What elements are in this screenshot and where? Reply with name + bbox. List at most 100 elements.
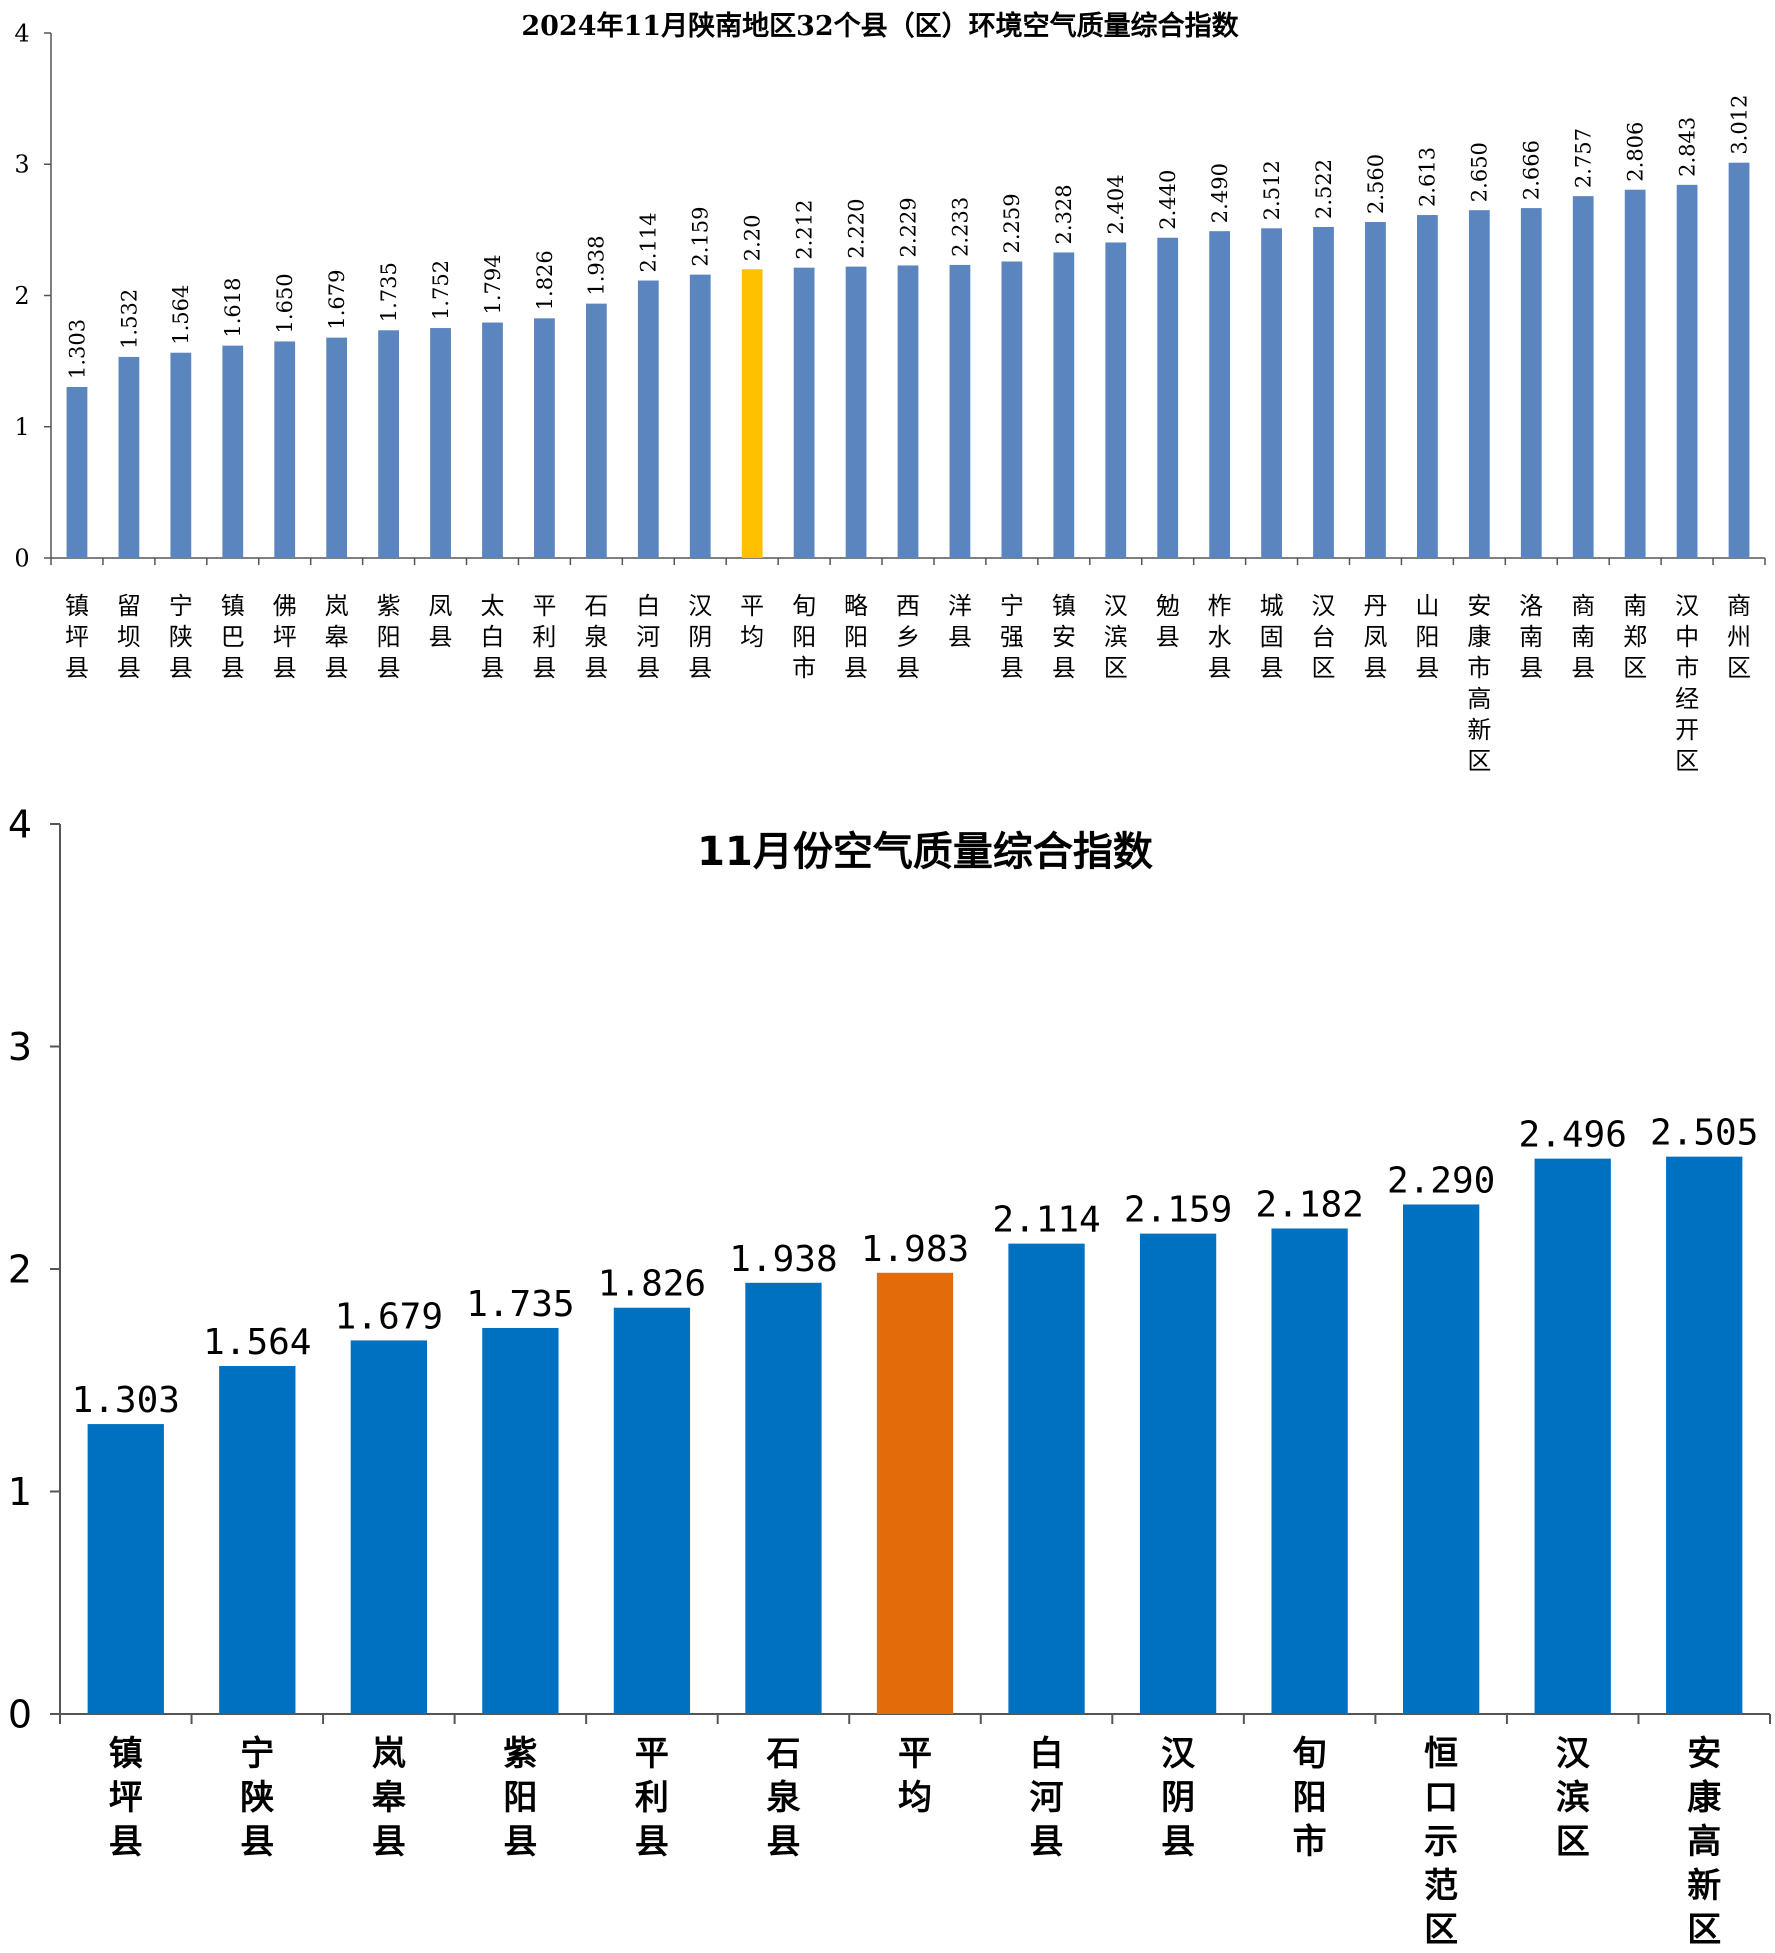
data-label: 3.012 <box>1727 95 1751 155</box>
x-category-label: 石泉县 <box>765 1734 800 1862</box>
x-category-label: 白河县 <box>636 592 660 682</box>
chart-title: 11月份空气质量综合指数 <box>697 829 1153 875</box>
data-label: 2.229 <box>896 197 920 257</box>
bar <box>1676 184 1698 558</box>
x-category-label: 西乡县 <box>896 592 920 682</box>
x-category-label: 紫阳县 <box>377 592 401 682</box>
data-label: 2.114 <box>637 212 661 272</box>
x-category-label: 佛坪县 <box>273 592 297 682</box>
bar <box>430 328 451 558</box>
bar <box>87 1424 164 1714</box>
bar <box>1520 208 1542 558</box>
y-tick-label: 1 <box>8 1470 32 1514</box>
y-tick-label: 4 <box>14 19 29 47</box>
x-category-label: 恒口示范区 <box>1424 1734 1458 1950</box>
x-category-label: 旬阳市 <box>792 592 816 682</box>
x-category-label: 汉阴县 <box>688 592 712 682</box>
bar <box>1053 252 1075 558</box>
x-category-label: 凤县 <box>429 592 453 651</box>
bar <box>219 1366 296 1714</box>
data-label: 2.159 <box>1124 1190 1232 1231</box>
x-category-label: 紫阳县 <box>503 1734 537 1862</box>
x-category-label: 旬阳市 <box>1293 1734 1327 1862</box>
data-label: 1.303 <box>72 1380 180 1421</box>
bar <box>1728 162 1750 559</box>
bar <box>118 356 140 558</box>
data-label: 1.938 <box>729 1239 837 1280</box>
data-label: 1.564 <box>169 285 193 345</box>
x-category-label: 城固县 <box>1260 592 1284 682</box>
data-label: 1.679 <box>335 1296 443 1337</box>
x-category-label: 镇坪县 <box>109 1734 143 1862</box>
data-label: 1.752 <box>429 260 453 320</box>
data-label: 2.404 <box>1104 174 1128 234</box>
bar <box>274 341 296 558</box>
data-label: 2.159 <box>689 207 713 267</box>
x-category-label: 镇巴县 <box>221 592 245 682</box>
y-tick-label: 3 <box>8 1025 32 1069</box>
bar <box>1105 242 1127 558</box>
x-category-label: 宁陕县 <box>169 592 193 682</box>
data-label: 2.806 <box>1624 122 1648 182</box>
data-label: 2.496 <box>1519 1115 1627 1156</box>
bar <box>350 1340 427 1714</box>
data-label: 2.512 <box>1260 160 1284 220</box>
x-category-label: 洋县 <box>948 592 972 651</box>
data-label: 1.650 <box>273 273 297 333</box>
data-label: 2.650 <box>1468 142 1492 202</box>
data-label: 2.212 <box>792 200 816 260</box>
bar <box>1001 261 1023 558</box>
x-category-label: 留坝县 <box>117 592 141 682</box>
bar <box>1313 226 1334 559</box>
bar <box>897 265 919 558</box>
x-category-label: 宁陕县 <box>240 1734 274 1862</box>
bar <box>745 1282 822 1714</box>
data-label: 2.290 <box>1387 1160 1495 1201</box>
bar <box>1365 222 1386 558</box>
x-category-label: 汉滨区 <box>1104 592 1128 682</box>
data-label: 2.522 <box>1312 159 1336 219</box>
bar <box>689 274 711 558</box>
bar <box>1534 1158 1611 1714</box>
x-category-label: 商州区 <box>1727 592 1751 682</box>
x-category-label: 镇安县 <box>1052 592 1076 682</box>
bar <box>1572 196 1594 559</box>
bar <box>1139 1233 1217 1714</box>
bar <box>1157 237 1179 558</box>
bar <box>1261 228 1282 559</box>
bar <box>1209 231 1231 558</box>
data-label: 1.983 <box>861 1229 969 1270</box>
x-category-label: 安康市高新区 <box>1467 592 1491 775</box>
bar <box>482 1327 559 1714</box>
data-label: 2.666 <box>1520 140 1544 200</box>
data-label: 1.794 <box>481 254 505 314</box>
data-label: 2.114 <box>992 1200 1100 1241</box>
y-tick-label: 1 <box>14 413 29 441</box>
bar <box>66 386 88 558</box>
x-category-label: 平均 <box>740 592 764 651</box>
x-category-label: 宁强县 <box>1000 592 1024 682</box>
data-label: 2.560 <box>1364 154 1388 214</box>
data-label: 2.505 <box>1650 1113 1758 1154</box>
x-category-label: 汉阴县 <box>1161 1734 1196 1862</box>
x-category-label: 汉中市经开区 <box>1675 592 1699 775</box>
data-label: 2.757 <box>1572 128 1596 188</box>
bar-average <box>741 269 763 558</box>
data-label: 1.564 <box>203 1322 311 1363</box>
bar <box>1624 189 1646 558</box>
x-category-label: 略阳县 <box>844 592 868 682</box>
data-label: 2.233 <box>948 197 972 257</box>
x-category-label: 山阳县 <box>1415 592 1439 682</box>
data-label: 1.735 <box>377 262 401 322</box>
bar <box>482 322 503 558</box>
y-tick-label: 3 <box>14 151 29 179</box>
bar <box>613 1307 691 1714</box>
bar <box>1417 215 1438 558</box>
x-category-label: 平均 <box>898 1734 932 1818</box>
bar <box>949 264 971 558</box>
x-category-label: 石泉县 <box>584 592 608 682</box>
data-label: 1.735 <box>466 1284 574 1325</box>
y-tick-label: 2 <box>8 1247 32 1291</box>
data-label: 2.182 <box>1255 1185 1363 1226</box>
x-category-label: 柞水县 <box>1208 592 1232 682</box>
